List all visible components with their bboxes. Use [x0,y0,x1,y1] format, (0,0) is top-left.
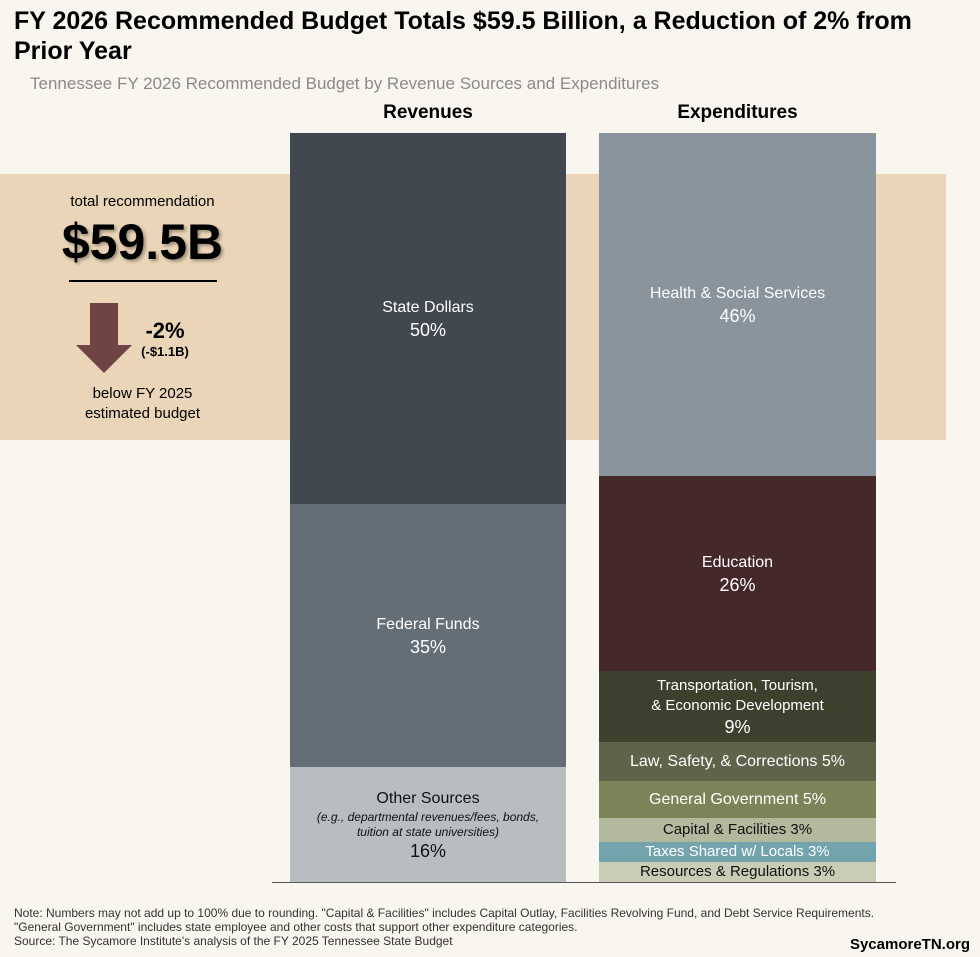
caption-line-1: below FY 2025 [92,385,193,402]
change-amount: (-$1.1B) [141,344,189,359]
segment-value: 16% [409,840,447,861]
expenditures-segment-transportation-tourism-economic-development: Transportation, Tourism, & Economic Devel… [599,671,876,742]
down-arrow-icon [76,303,132,373]
segment-name: Health & Social Services [649,284,826,302]
expenditures-segment-law-safety-corrections: Law, Safety, & Corrections 5% [599,742,876,781]
chart-title: FY 2026 Recommended Budget Totals $59.5 … [14,7,912,65]
expenditures-segment-general-government: General Government 5% [599,781,876,818]
segment-label: General Government 5% [649,790,826,808]
segment-name: Transportation, Tourism, & Economic Devel… [651,676,824,714]
notes: Note: Numbers may not add up to 100% due… [14,906,954,948]
revenues-bar: State Dollars 50% Federal Funds 35% Other So… [290,133,566,882]
segment-value: 9% [724,716,751,737]
expenditures-header: Expenditures [677,102,798,123]
segment-value: 50% [409,319,447,340]
summary-label: total recommendation [70,193,215,210]
segment-value: 26% [719,574,756,595]
expenditures-segment-taxes-shared-w-locals: Taxes Shared w/ Locals 3% [599,842,876,862]
expenditures-bar: Health & Social Services 46% Education 26% T… [599,133,876,882]
note-line-2: "General Government" includes state empl… [14,920,578,934]
change-pct: -2% [145,318,185,343]
expenditures-segment-education: Education 26% [599,476,876,671]
segment-label: Capital & Facilities 3% [662,821,813,838]
brand-logo: SycamoreTN.org [849,936,970,953]
change-box: -2% (-$1.1B) [135,318,195,359]
revenues-segment-state-dollars: State Dollars 50% [290,133,566,504]
expenditures-segment-resources-regulations: Resources & Regulations 3% [599,862,876,882]
note-line-1: Note: Numbers may not add up to 100% due… [14,906,875,920]
segment-name: State Dollars [382,298,474,316]
segment-value: 35% [409,636,447,657]
segment-name: Education [701,553,774,571]
revenues-header: Revenues [383,102,473,123]
change-caption: below FY 2025 estimated budget [40,384,245,424]
segment-label: Resources & Regulations 3% [639,863,836,880]
summary-total: $59.5B [61,214,224,270]
baseline [272,882,896,883]
segment-note: (e.g., departmental revenues/fees, bonds… [316,809,540,839]
expenditures-segment-capital-facilities: Capital & Facilities 3% [599,818,876,842]
revenues-segment-federal-funds: Federal Funds 35% [290,504,566,767]
segment-label: Taxes Shared w/ Locals 3% [645,843,830,860]
segment-value: 46% [719,305,756,326]
segment-name: Other Sources [376,789,480,807]
chart-subtitle: Tennessee FY 2026 Recommended Budget by … [30,74,660,93]
segment-name: Federal Funds [376,615,480,633]
segment-label: Law, Safety, & Corrections 5% [630,752,845,770]
revenues-segment-other-sources: Other Sources (e.g., departmental revenue… [290,767,566,882]
expenditures-segment-health-social-services: Health & Social Services 46% [599,133,876,476]
summary-panel: total recommendation $59.5B [20,193,265,282]
divider [68,280,217,282]
caption-line-2: estimated budget [84,405,201,422]
source-line: Source: The Sycamore Institute's analysi… [14,934,453,948]
